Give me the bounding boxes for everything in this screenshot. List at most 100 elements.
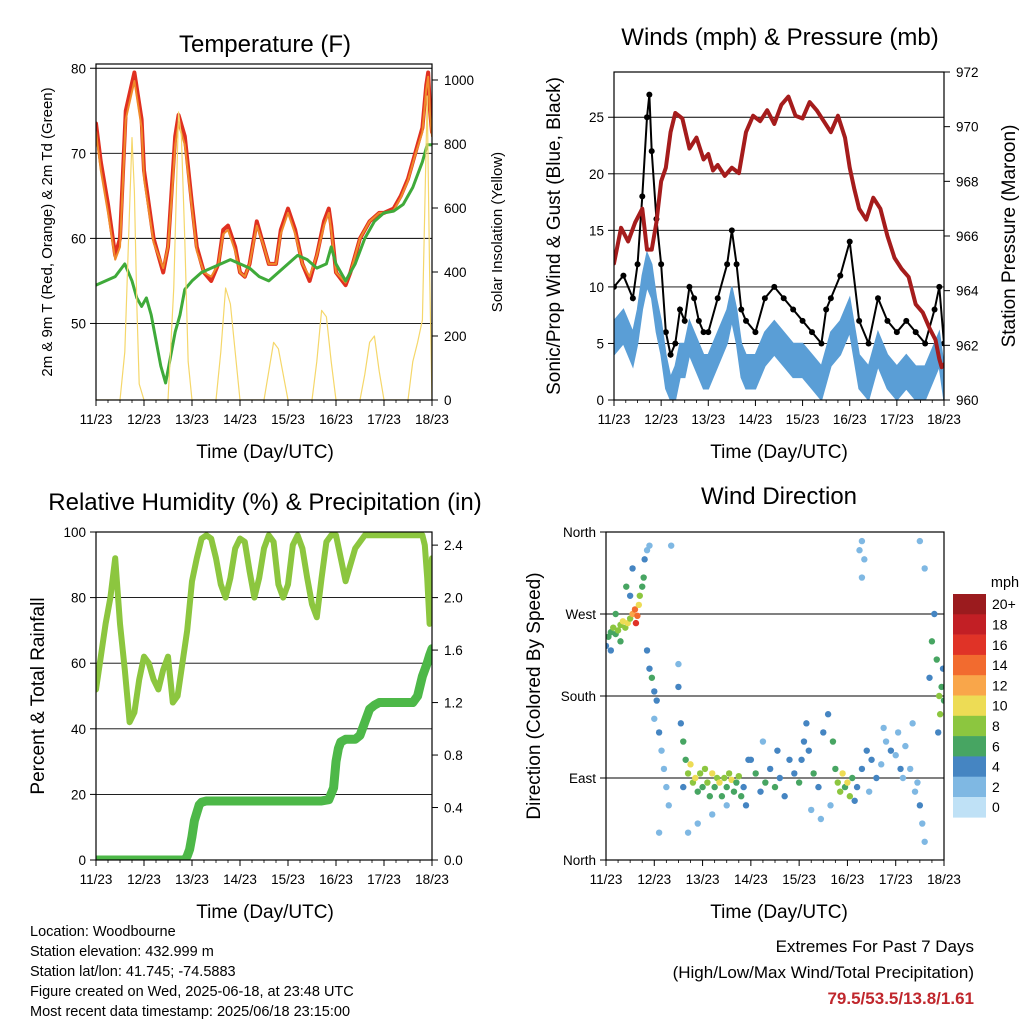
direction-point bbox=[704, 779, 711, 786]
humidity-frame bbox=[95, 531, 433, 861]
winds-title: Winds (mph) & Pressure (mb) bbox=[621, 24, 938, 51]
temperature-xtick-label: 17/23 bbox=[367, 412, 401, 427]
recent-timestamp: Most recent data timestamp: 2025/06/18 2… bbox=[30, 1004, 351, 1020]
speed-legend-swatch bbox=[953, 756, 986, 777]
direction-point bbox=[933, 656, 940, 663]
direction-point bbox=[680, 738, 687, 745]
temperature-ytick-label: 50 bbox=[71, 316, 86, 331]
winds-xtick-label: 14/23 bbox=[739, 412, 773, 427]
temperature-ytick-right-label: 200 bbox=[444, 329, 467, 344]
direction-ylabel-left: Direction (Colored By Speed) bbox=[524, 572, 545, 819]
winds-xtick-label: 15/23 bbox=[786, 412, 820, 427]
direction-point bbox=[911, 788, 919, 795]
humidity-ytick-label: 100 bbox=[63, 525, 86, 540]
humidity-xlabel: Time (Day/UTC) bbox=[196, 902, 334, 923]
humidity-ytick-right-label: 2.0 bbox=[444, 591, 463, 606]
speed-legend-swatch bbox=[953, 695, 986, 717]
direction-title: Wind Direction bbox=[701, 483, 857, 510]
direction-point bbox=[839, 770, 846, 777]
direction-ytick-label: West bbox=[565, 607, 596, 622]
speed-legend-label: 6 bbox=[992, 738, 1000, 754]
solar-series-line bbox=[96, 95, 432, 400]
winds-ytick-label: 15 bbox=[589, 223, 604, 238]
temperature-xtick-label: 18/23 bbox=[415, 412, 449, 427]
direction-point bbox=[894, 729, 902, 736]
direction-point bbox=[878, 761, 885, 768]
direction-point bbox=[853, 783, 861, 791]
temperature-ytick-label: 70 bbox=[71, 146, 86, 161]
humidity-xtick-label: 17/23 bbox=[367, 872, 401, 887]
humidity-title: Relative Humidity (%) & Precipitation (i… bbox=[48, 489, 481, 516]
direction-point bbox=[849, 774, 856, 782]
direction-point bbox=[928, 638, 936, 645]
direction-point bbox=[740, 783, 747, 791]
winds-ytick-right-label: 968 bbox=[956, 174, 979, 189]
winds-xtick-label: 13/23 bbox=[691, 412, 725, 427]
direction-point bbox=[873, 774, 880, 782]
direction-point bbox=[815, 783, 822, 791]
direction-point bbox=[648, 674, 656, 681]
direction-point bbox=[735, 772, 742, 780]
direction-point bbox=[808, 806, 815, 814]
direction-point bbox=[798, 756, 805, 763]
direction-point bbox=[658, 747, 665, 754]
humidity-xtick-label: 18/23 bbox=[415, 872, 449, 887]
direction-point bbox=[865, 788, 873, 795]
direction-point bbox=[774, 747, 781, 754]
temperature-ytick-right-label: 0 bbox=[444, 393, 452, 408]
winds-ylabel-right: Station Pressure (Maroon) bbox=[999, 125, 1020, 348]
speed-legend-swatch bbox=[953, 654, 986, 676]
temperature-xtick-label: 16/23 bbox=[319, 412, 353, 427]
direction-point bbox=[856, 547, 863, 554]
winds-ytick-right-label: 970 bbox=[956, 120, 979, 135]
temperature-xtick-label: 13/23 bbox=[175, 412, 209, 427]
speed-legend-swatch bbox=[953, 715, 986, 737]
direction-point bbox=[832, 765, 839, 773]
direction-point bbox=[675, 660, 682, 668]
direction-point bbox=[827, 802, 834, 809]
direction-point bbox=[914, 779, 921, 786]
direction-point bbox=[643, 647, 651, 654]
direction-point bbox=[829, 738, 837, 745]
direction-point bbox=[723, 802, 730, 809]
direction-point bbox=[762, 779, 769, 786]
direction-point bbox=[634, 612, 641, 620]
direction-point bbox=[921, 838, 928, 845]
humidity-ytick-right-label: 0.4 bbox=[444, 801, 463, 816]
direction-point bbox=[684, 770, 692, 777]
direction-point bbox=[696, 770, 704, 777]
direction-point bbox=[902, 742, 909, 750]
humidity-ylabel-left: Percent & Total Rainfall bbox=[28, 597, 49, 794]
direction-ytick-label: North bbox=[563, 853, 596, 868]
humidity-ytick-right-label: 0.0 bbox=[444, 853, 463, 868]
humidity-ytick-label: 80 bbox=[71, 591, 86, 606]
direction-point bbox=[824, 711, 832, 718]
speed-legend-label: 10 bbox=[992, 698, 1008, 714]
direction-ytick-label: North bbox=[563, 525, 596, 540]
direction-point bbox=[716, 779, 723, 786]
humidity-chart: Relative Humidity (%) & Precipitation (i… bbox=[28, 489, 482, 923]
direction-point bbox=[834, 779, 841, 786]
humidity-xtick-label: 12/23 bbox=[127, 872, 161, 887]
direction-point bbox=[926, 674, 933, 681]
winds-ytick-right-label: 960 bbox=[956, 393, 979, 408]
humidity-xtick-label: 11/23 bbox=[80, 872, 113, 887]
winds-xlabel: Time (Day/UTC) bbox=[710, 442, 848, 463]
direction-point bbox=[745, 756, 752, 763]
direction-point bbox=[781, 793, 788, 800]
temperature-title: Temperature (F) bbox=[179, 31, 351, 58]
direction-point bbox=[667, 542, 675, 549]
direction-point bbox=[868, 756, 875, 763]
direction-point bbox=[655, 729, 663, 736]
direction-point bbox=[723, 783, 730, 791]
direction-point bbox=[614, 627, 622, 634]
winds-data bbox=[614, 91, 944, 400]
wind-series-band bbox=[614, 250, 944, 400]
speed-legend-swatch bbox=[953, 614, 986, 635]
speed-legend-swatch bbox=[953, 594, 986, 615]
direction-point bbox=[810, 770, 817, 777]
direction-point bbox=[940, 697, 944, 704]
direction-xtick-label: 15/23 bbox=[782, 872, 816, 887]
temperature-ytick-label: 60 bbox=[71, 231, 86, 246]
